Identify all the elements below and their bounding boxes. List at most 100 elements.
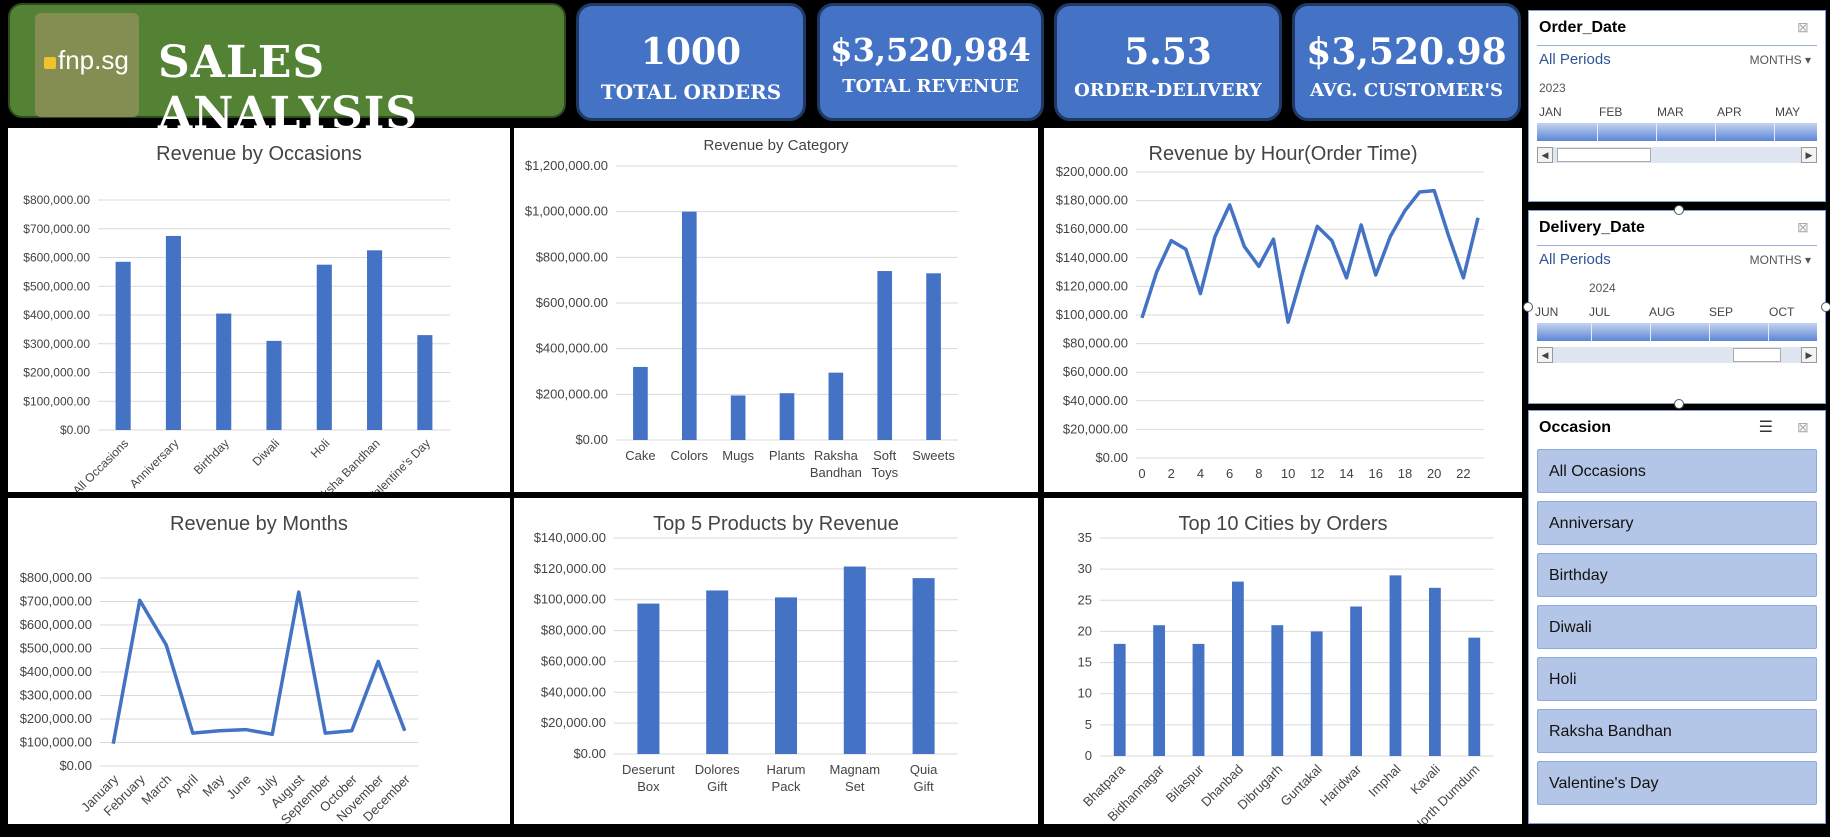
resize-handle[interactable] — [1821, 302, 1830, 312]
divider — [1537, 45, 1817, 46]
timeline-bar[interactable] — [1537, 323, 1817, 341]
x-tick-label: Plants — [769, 448, 806, 463]
month-label: JUL — [1589, 305, 1611, 319]
kpi-order-delivery: 5.53 ORDER-DELIVERY — [1054, 3, 1282, 121]
scroll-thumb[interactable] — [1557, 148, 1651, 162]
scroll-right-button[interactable]: ▶ — [1801, 147, 1817, 163]
kpi-value: 1000 — [640, 31, 742, 73]
time-unit-dropdown[interactable]: MONTHS ▾ — [1749, 253, 1811, 267]
slicer-delivery-date[interactable]: Delivery_Date ⊠ All Periods MONTHS ▾ 202… — [1528, 210, 1826, 404]
y-tick-label: $800,000.00 — [23, 193, 90, 207]
x-tick-label: Gift — [707, 779, 728, 794]
y-tick-label: $60,000.00 — [541, 653, 606, 668]
occasion-item[interactable]: Holi — [1537, 657, 1817, 701]
chart-revenue-by-occasions[interactable]: Revenue by Occasions $0.00 $100,000.00 $200… — [8, 128, 510, 492]
kpi-value: 5.53 — [1124, 31, 1212, 73]
chart-title: Revenue by Hour(Order Time) — [1149, 143, 1418, 165]
bar — [417, 335, 433, 430]
series-line — [1140, 188, 1480, 324]
occasion-item[interactable]: Raksha Bandhan — [1537, 709, 1817, 753]
scroll-left-button[interactable]: ◀ — [1537, 347, 1553, 363]
slicer-occasion[interactable]: Occasion ☰ ⊠ All Occasions Anniversary B… — [1528, 410, 1826, 824]
x-tick-label: April — [172, 771, 201, 800]
clear-filter-icon[interactable]: ⊠ — [1797, 19, 1809, 35]
x-tick-label: Anniversary — [127, 436, 182, 491]
x-tick-label: Guntakal — [1277, 761, 1324, 808]
y-tick-label: $1,200,000.00 — [525, 158, 608, 173]
y-tick-label: 10 — [1078, 686, 1092, 701]
y-tick-label: 0 — [1085, 748, 1092, 763]
occasion-item[interactable]: Anniversary — [1537, 501, 1817, 545]
resize-handle[interactable] — [1674, 205, 1684, 215]
y-tick-label: $300,000.00 — [23, 337, 90, 351]
chart-revenue-by-category[interactable]: Revenue by Category $0.00 $200,000.00 $400,… — [514, 128, 1038, 492]
timeline-bar[interactable] — [1537, 123, 1817, 141]
x-tick-label: 12 — [1310, 466, 1324, 481]
x-tick-label: Pack — [772, 779, 801, 794]
y-tick-label: $100,000.00 — [23, 394, 90, 408]
period-label: All Periods — [1539, 51, 1611, 68]
x-tick-label: 22 — [1456, 466, 1470, 481]
bar — [828, 372, 844, 440]
chart-svg: Revenue by Category $0.00 $200,000.00 $400,… — [525, 137, 958, 480]
y-tick-label: $400,000.00 — [536, 341, 608, 356]
bar — [1468, 637, 1481, 756]
x-tick-label: Birthday — [191, 436, 232, 477]
y-tick-label: $0.00 — [1095, 450, 1128, 465]
clear-filter-icon[interactable]: ⊠ — [1797, 219, 1809, 235]
x-tick-label: 10 — [1281, 466, 1295, 481]
y-tick-label: $0.00 — [59, 758, 92, 773]
chart-svg: Revenue by Months $0.00 $100,000.00 $200,00… — [20, 513, 418, 824]
x-tick-label: Toys — [871, 465, 898, 480]
y-tick-label: $180,000.00 — [1056, 193, 1128, 208]
chart-title: Revenue by Category — [703, 137, 849, 154]
divider — [1537, 245, 1817, 246]
bar — [367, 250, 383, 430]
bar — [779, 393, 795, 440]
y-tick-label: $700,000.00 — [23, 222, 90, 236]
clear-filter-icon[interactable]: ⊠ — [1797, 419, 1809, 435]
bar — [1192, 643, 1205, 756]
x-tick-label: Harum — [766, 762, 805, 777]
timeline-scrollbar[interactable]: ◀ ▶ — [1537, 147, 1817, 163]
chart-title: Revenue by Months — [170, 513, 348, 535]
y-tick-label: 20 — [1078, 623, 1092, 638]
x-tick-label: Holi — [308, 436, 333, 461]
y-tick-label: $400,000.00 — [20, 664, 92, 679]
bar — [1271, 625, 1284, 756]
scroll-thumb[interactable] — [1733, 348, 1781, 362]
x-tick-label: March — [138, 772, 174, 808]
chart-top-cities[interactable]: Top 10 Cities by Orders 0 5 10 15 20 25 30 35 Bha… — [1044, 498, 1522, 824]
month-labels: JUN JUL AUG SEP OCT — [1529, 305, 1825, 319]
kpi-label: AVG. CUSTOMER'S — [1309, 80, 1504, 101]
multi-select-icon[interactable]: ☰ — [1758, 419, 1773, 436]
resize-handle[interactable] — [1523, 302, 1533, 312]
x-tick-label: 20 — [1427, 466, 1441, 481]
month-label: AUG — [1649, 305, 1676, 319]
scroll-right-button[interactable]: ▶ — [1801, 347, 1817, 363]
x-tick-label: Soft — [873, 448, 897, 463]
month-label: SEP — [1709, 305, 1734, 319]
y-tick-label: $40,000.00 — [541, 684, 606, 699]
occasion-item[interactable]: Diwali — [1537, 605, 1817, 649]
y-tick-label: $100,000.00 — [534, 592, 606, 607]
y-tick-label: $700,000.00 — [20, 594, 92, 609]
x-tick-label: Haridwar — [1317, 761, 1365, 809]
occasion-item[interactable]: Birthday — [1537, 553, 1817, 597]
occasion-item[interactable]: Valentine's Day — [1537, 761, 1817, 805]
y-tick-label: $800,000.00 — [20, 570, 92, 585]
scroll-left-button[interactable]: ◀ — [1537, 147, 1553, 163]
bar — [912, 578, 935, 754]
chart-top-products[interactable]: Top 5 Products by Revenue $0.00 $20,000.00… — [514, 498, 1038, 824]
timeline-scrollbar[interactable]: ◀ ▶ — [1537, 347, 1817, 363]
occasion-item[interactable]: All Occasions — [1537, 449, 1817, 493]
y-tick-label: $60,000.00 — [1063, 364, 1128, 379]
time-unit-dropdown[interactable]: MONTHS ▾ — [1749, 53, 1811, 67]
chart-svg: Revenue by Hour(Order Time) $0.00 $20,000.… — [1056, 143, 1484, 481]
bar — [633, 366, 648, 440]
chart-revenue-by-months[interactable]: Revenue by Months $0.00 $100,000.00 $200,00… — [8, 498, 510, 824]
chart-revenue-by-hour[interactable]: Revenue by Hour(Order Time) $0.00 $20,000.… — [1044, 128, 1522, 492]
resize-handle[interactable] — [1674, 399, 1684, 409]
bar — [1153, 625, 1166, 756]
slicer-order-date[interactable]: Order_Date ⊠ All Periods MONTHS ▾ 2023 J… — [1528, 10, 1826, 202]
